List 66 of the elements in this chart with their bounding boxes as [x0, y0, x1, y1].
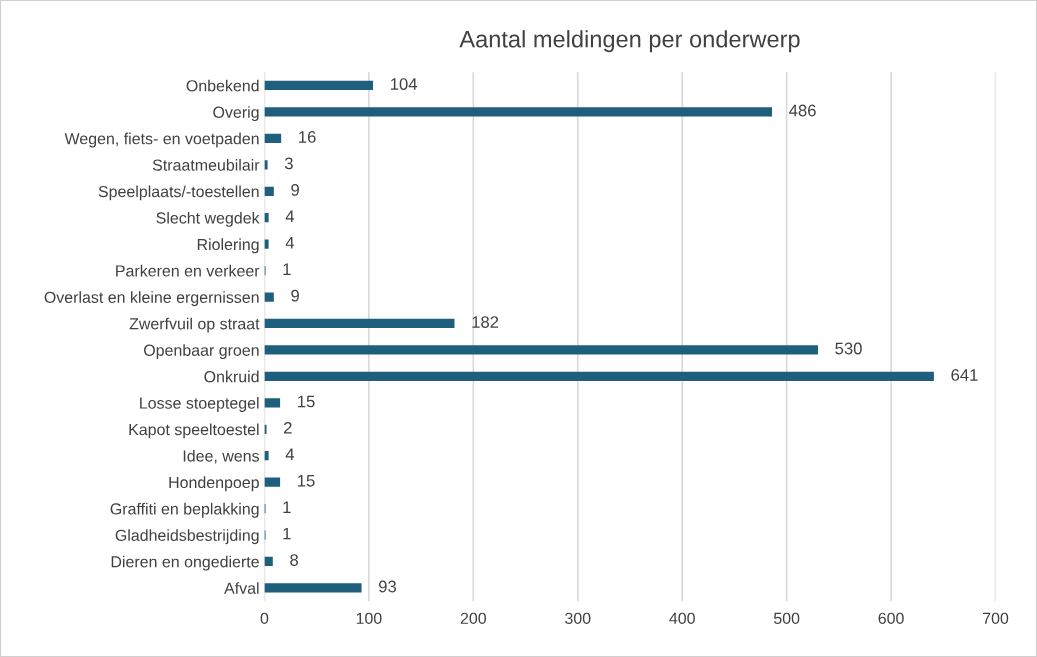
x-tick-label: 500	[773, 612, 800, 624]
x-tick-label: 100	[356, 612, 382, 624]
data-label: 3	[284, 157, 293, 170]
data-label: 16	[299, 131, 316, 143]
bar	[264, 292, 274, 302]
y-tick-label: Riolering	[197, 238, 259, 254]
y-tick-label: Wegen, fiets- en voetpaden	[64, 132, 259, 148]
bar	[264, 477, 281, 487]
data-label: 104	[390, 78, 418, 90]
bar	[264, 239, 269, 249]
bar	[264, 80, 374, 91]
bar	[264, 583, 362, 593]
data-label: 9	[291, 289, 299, 302]
chart-title: Aantal meldingen per onderwerp	[459, 30, 800, 53]
y-tick-label: Straatmeubilair	[152, 159, 260, 171]
y-tick-label: Overlast en kleine ergernissen	[44, 291, 259, 307]
bar	[264, 133, 282, 144]
y-tick-label: Openbaar groen	[144, 344, 259, 360]
bar	[264, 371, 934, 382]
data-label: 641	[951, 369, 978, 381]
y-tick-label: Slecht wegdek	[156, 211, 260, 227]
y-tick-label: Losse stoeptegel	[140, 397, 259, 412]
y-tick-label: Afval	[224, 582, 259, 594]
data-label: 4	[285, 210, 295, 223]
data-label: 9	[291, 183, 299, 196]
x-tick-label: 700	[983, 612, 1009, 624]
y-tick-label: Onkruid	[204, 370, 259, 383]
y-tick-label: Hondenpoep	[169, 476, 259, 492]
x-tick-label: 200	[460, 612, 487, 624]
y-tick-label: Kapot speeltoestel	[129, 423, 259, 439]
bar	[264, 186, 274, 196]
data-label: 1	[283, 263, 291, 275]
y-tick-label: Gladheidsbestrijding	[115, 529, 259, 545]
bar	[264, 345, 818, 355]
data-label: 8	[290, 554, 298, 566]
data-label: 1	[283, 527, 291, 540]
bar	[264, 213, 269, 223]
y-tick-label: Idee, wens	[183, 449, 259, 464]
x-tick-label: 300	[565, 612, 591, 624]
data-label: 530	[835, 342, 862, 355]
x-tick-label: 400	[669, 612, 695, 624]
x-tick-label: 0	[260, 612, 269, 624]
y-tick-label: Speelplaats/-toestellen	[98, 185, 259, 201]
bar	[264, 398, 281, 408]
bar	[264, 424, 267, 434]
y-tick-label: Dieren en ongedierte	[111, 555, 259, 571]
data-label: 2	[284, 421, 292, 434]
data-label: 486	[789, 104, 816, 117]
bar	[264, 107, 773, 117]
data-label: 93	[379, 580, 397, 593]
data-label: 15	[298, 395, 315, 408]
data-label: 15	[298, 475, 315, 487]
data-label: 4	[285, 237, 295, 249]
y-tick-label: Parkeren en verkeer	[116, 264, 260, 277]
y-tick-label: Onbekend	[186, 79, 259, 92]
data-label: 1	[283, 501, 291, 513]
bar	[264, 318, 455, 329]
bar	[264, 160, 268, 170]
data-label: 4	[285, 448, 295, 461]
y-tick-label: Graffiti en beplakking	[110, 502, 259, 518]
bar	[264, 556, 273, 567]
x-tick-label: 600	[878, 612, 904, 624]
data-label: 182	[472, 316, 499, 328]
bar	[264, 451, 269, 461]
y-tick-label: Overig	[213, 106, 259, 122]
y-tick-label: Zwerfvuil op straat	[129, 317, 260, 333]
